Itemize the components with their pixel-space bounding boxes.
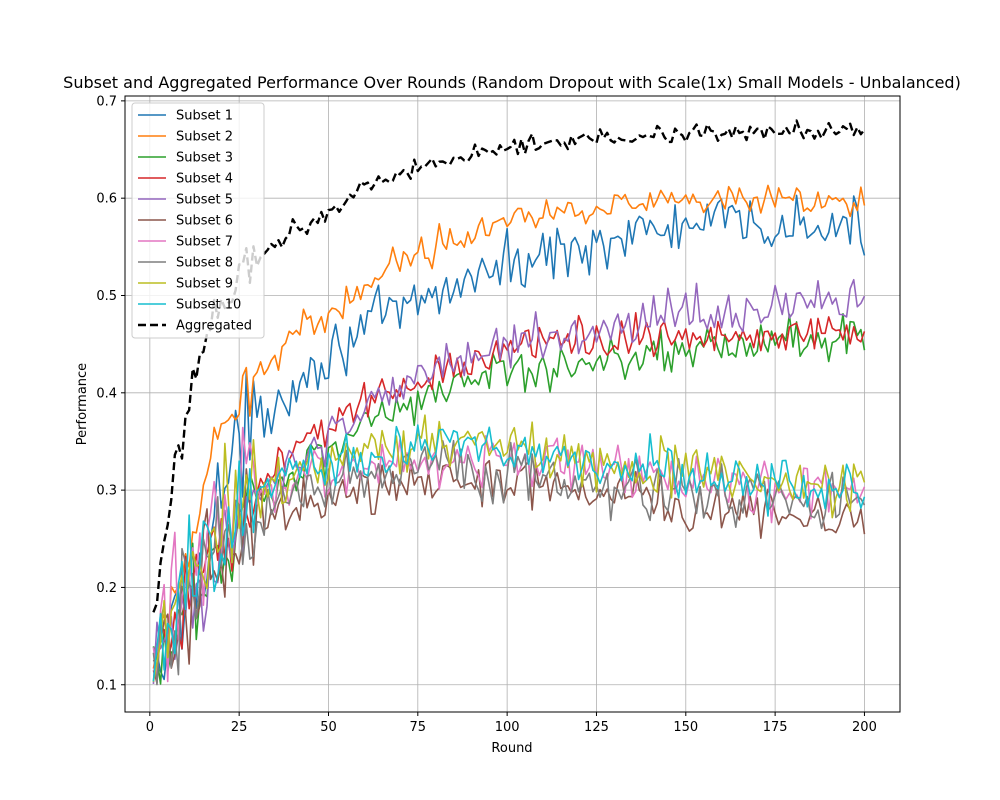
- series-line-subset-2: [152, 184, 866, 669]
- y-axis-title: Performance: [75, 363, 90, 445]
- legend: Subset 1 Subset 2 Subset 3 Subset 4 Subset 5…: [131, 102, 265, 339]
- x-tick-label: 175: [763, 720, 788, 735]
- legend-label: Subset 8: [176, 256, 233, 271]
- legend-label: Subset 6: [176, 214, 233, 229]
- legend-label: Subset 1: [176, 109, 233, 124]
- series-line-subset-10: [152, 424, 866, 682]
- legend-box: [131, 102, 265, 339]
- y-tick-label: 0.7: [96, 94, 117, 109]
- plot-series: [152, 119, 866, 686]
- y-tick-label: 0.2: [96, 581, 117, 596]
- y-tick-label: 0.4: [96, 386, 117, 401]
- x-axis-ticks: 0 25 50 75 100 125 150 175 200: [146, 712, 877, 735]
- x-tick-label: 0: [146, 720, 154, 735]
- y-axis-ticks: 0.1 0.2 0.3 0.4 0.5 0.6 0.7: [96, 94, 125, 693]
- legend-label: Subset 5: [176, 193, 233, 208]
- legend-label: Subset 7: [176, 235, 233, 250]
- x-tick-label: 25: [231, 720, 248, 735]
- legend-label: Subset 2: [176, 130, 233, 145]
- x-tick-label: 200: [852, 720, 877, 735]
- series-line-subset-1: [152, 194, 866, 681]
- chart-title: Subset and Aggregated Performance Over R…: [63, 73, 961, 92]
- legend-label: Subset 9: [176, 277, 233, 292]
- x-tick-label: 100: [495, 720, 520, 735]
- x-axis-title: Round: [491, 741, 532, 756]
- x-tick-label: 75: [410, 720, 427, 735]
- legend-label: Aggregated: [176, 319, 252, 334]
- legend-label: Subset 4: [176, 172, 233, 187]
- grid: [125, 96, 900, 712]
- y-tick-label: 0.3: [96, 484, 117, 499]
- y-tick-label: 0.6: [96, 192, 117, 207]
- x-tick-label: 125: [584, 720, 609, 735]
- x-tick-label: 150: [673, 720, 698, 735]
- legend-label: Subset 3: [176, 151, 233, 166]
- y-tick-label: 0.1: [96, 678, 117, 693]
- series-line-subset-9: [152, 414, 866, 682]
- legend-label: Subset 10: [176, 298, 241, 313]
- x-tick-label: 50: [320, 720, 337, 735]
- y-tick-label: 0.5: [96, 289, 117, 304]
- plot-area-frame: [124, 95, 901, 713]
- series-line-aggregated: [152, 119, 866, 613]
